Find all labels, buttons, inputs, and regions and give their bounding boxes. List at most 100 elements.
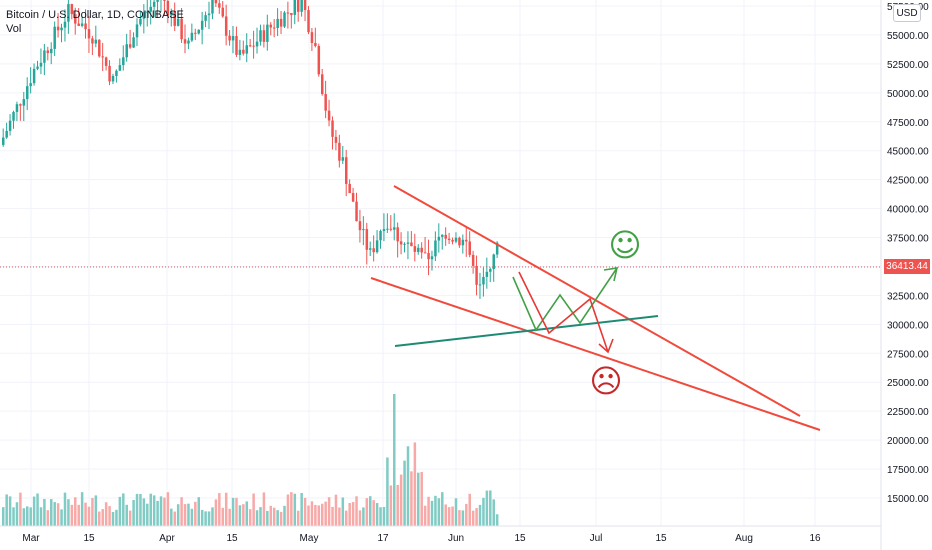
volume-bar xyxy=(327,497,331,526)
candle-body xyxy=(283,12,286,27)
candle-body xyxy=(437,236,441,241)
candle-body xyxy=(63,21,67,28)
candle-body xyxy=(190,32,194,41)
candlesticks xyxy=(2,0,499,299)
volume-bar xyxy=(67,499,70,526)
candle-body xyxy=(194,32,197,34)
price-axis[interactable]: 57500.0055000.0052500.0050000.0047500.00… xyxy=(887,2,929,505)
candle-body xyxy=(46,50,50,54)
volume-bar xyxy=(307,505,310,526)
volume-bar xyxy=(324,501,327,526)
candle-body xyxy=(12,111,15,121)
candle-body xyxy=(207,13,211,16)
candle-body xyxy=(80,23,84,26)
candle-body xyxy=(259,30,262,42)
candle-body xyxy=(224,16,228,36)
candle-body xyxy=(128,44,132,48)
last-price-label: 36413.44 xyxy=(884,259,930,274)
volume-bar xyxy=(46,510,50,526)
candle-body xyxy=(36,66,39,69)
volume-bar xyxy=(461,510,465,526)
candle-body xyxy=(252,45,255,47)
volume-bar xyxy=(444,504,447,526)
volume-bar xyxy=(50,499,53,526)
volume-bar xyxy=(420,471,423,526)
candle-body xyxy=(475,265,478,285)
volume-bar xyxy=(310,501,314,526)
candle-body xyxy=(74,14,77,24)
candle-body xyxy=(163,0,166,1)
volume-bar xyxy=(36,493,39,526)
candle-body xyxy=(238,49,242,55)
volume-bar xyxy=(22,508,26,526)
volume-bar xyxy=(259,507,262,526)
volume-bar xyxy=(283,505,286,526)
volume-bar xyxy=(451,506,454,526)
support-trendline[interactable] xyxy=(394,315,659,347)
volume-bar xyxy=(94,495,98,526)
bearish-path[interactable] xyxy=(518,271,614,354)
volume-bar xyxy=(434,495,437,526)
currency-button[interactable]: USD xyxy=(893,4,921,22)
volume-bar xyxy=(187,503,190,526)
volume-bar xyxy=(482,497,485,526)
volume-bar xyxy=(262,492,266,526)
candle-body xyxy=(200,20,204,30)
volume-bar xyxy=(2,507,5,526)
time-tick-label: 15 xyxy=(514,533,526,544)
volume-bar xyxy=(56,503,60,526)
candle-body xyxy=(15,104,19,112)
candle-body xyxy=(489,269,492,272)
price-tick-label: 20000.00 xyxy=(887,436,929,447)
candle-body xyxy=(338,142,341,161)
candle-body xyxy=(70,4,74,15)
volume-bar xyxy=(53,502,56,526)
candle-body xyxy=(362,229,365,231)
volume-bar xyxy=(197,497,201,526)
volume-bar xyxy=(447,507,451,526)
volume-bar xyxy=(180,497,183,526)
volume-bar xyxy=(207,511,211,526)
candle-body xyxy=(248,45,252,47)
price-tick-label: 50000.00 xyxy=(887,89,929,100)
volume-bar xyxy=(176,504,180,526)
candle-body xyxy=(39,62,43,67)
candle-body xyxy=(272,27,276,29)
grid-lines xyxy=(0,0,881,526)
volume-bar xyxy=(334,494,338,526)
volume-bar xyxy=(372,500,375,526)
candle-body xyxy=(122,57,125,66)
candle-body xyxy=(296,0,300,12)
candle-body xyxy=(434,240,437,257)
volume-bar xyxy=(437,498,441,526)
candle-body xyxy=(142,12,146,19)
volume-bar xyxy=(290,492,293,526)
triangle-lower-trendline[interactable] xyxy=(370,277,821,431)
volume-bar xyxy=(60,509,63,526)
volume-bar xyxy=(77,504,80,526)
volume-bar xyxy=(252,493,255,526)
candle-body xyxy=(173,11,176,26)
volume-bar xyxy=(403,460,406,526)
volume-bar xyxy=(194,501,197,526)
volume-bar xyxy=(211,507,214,526)
volume-bar xyxy=(413,442,417,526)
time-tick-label: May xyxy=(300,533,319,544)
candle-body xyxy=(369,248,372,250)
candle-body xyxy=(417,247,420,252)
triangle-upper-trendline[interactable] xyxy=(393,185,801,417)
volume-bar xyxy=(101,509,104,526)
candle-body xyxy=(156,0,159,2)
candle-body xyxy=(351,193,355,202)
time-axis[interactable]: Mar 15 Apr 15 May 17 Jun 15 Jul 15 Aug 16 xyxy=(22,533,821,544)
candle-body xyxy=(454,237,458,242)
volume-bar xyxy=(132,499,135,526)
price-tick-label: 52500.00 xyxy=(887,60,929,71)
candle-body xyxy=(393,227,396,230)
volume-bar xyxy=(382,507,386,526)
time-tick-label: 15 xyxy=(226,533,238,544)
volume-bar xyxy=(396,484,399,526)
candle-body xyxy=(365,229,369,250)
candle-body xyxy=(170,11,173,16)
